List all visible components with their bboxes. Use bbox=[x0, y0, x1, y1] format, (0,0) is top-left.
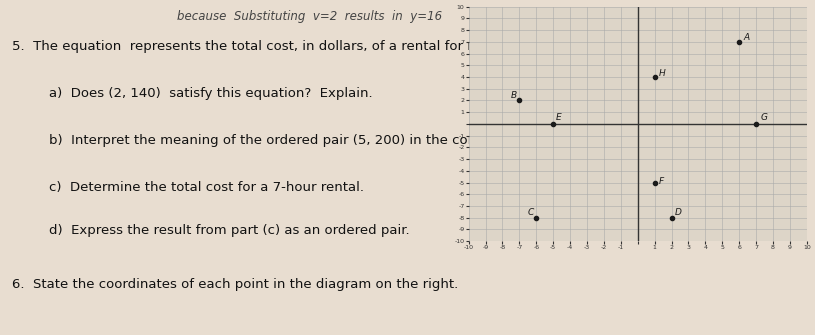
Text: H: H bbox=[659, 69, 666, 78]
Text: E: E bbox=[556, 113, 562, 122]
Text: d)  Express the result from part (c) as an ordered pair.: d) Express the result from part (c) as a… bbox=[49, 224, 409, 238]
Text: D: D bbox=[675, 208, 682, 217]
Text: C: C bbox=[528, 208, 534, 217]
Text: c)  Determine the total cost for a 7-hour rental.: c) Determine the total cost for a 7-hour… bbox=[49, 181, 364, 194]
Text: b)  Interpret the meaning of the ordered pair (5, 200) in the context of the giv: b) Interpret the meaning of the ordered … bbox=[49, 134, 654, 147]
Text: 5.  The equation  represents the total cost, in dollars, of a rental for n hours: 5. The equation represents the total cos… bbox=[12, 40, 522, 53]
Text: A: A bbox=[743, 33, 750, 42]
Text: 6.  State the coordinates of each point in the diagram on the right.: 6. State the coordinates of each point i… bbox=[12, 278, 459, 291]
Text: because  Substituting  v=2  results  in  y=16: because Substituting v=2 results in y=16 bbox=[177, 10, 443, 23]
Text: B: B bbox=[511, 91, 517, 100]
Text: G: G bbox=[760, 114, 768, 122]
Text: a)  Does (2, 140)  satisfy this equation?  Explain.: a) Does (2, 140) satisfy this equation? … bbox=[49, 87, 372, 100]
Text: F: F bbox=[659, 177, 664, 186]
